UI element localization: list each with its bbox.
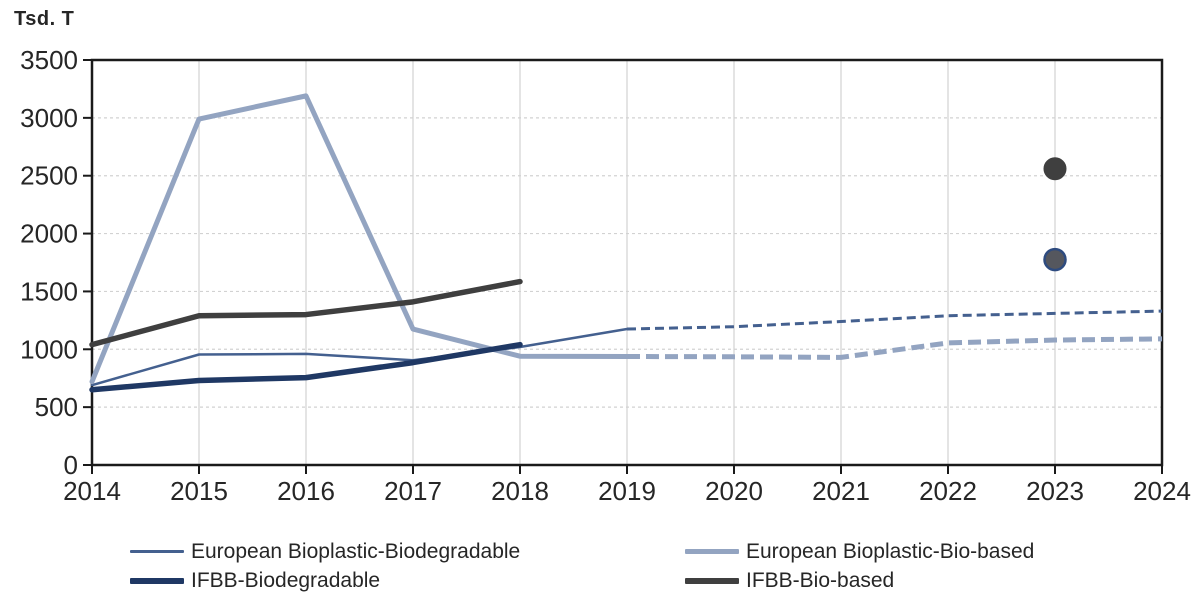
legend-swatch-european-bioplastic-bio-based bbox=[685, 549, 739, 554]
x-tick-label: 2014 bbox=[63, 476, 121, 506]
y-tick-label: 0 bbox=[64, 450, 78, 480]
legend-label: European Bioplastic-Biodegradable bbox=[191, 539, 521, 563]
x-tick-label: 2022 bbox=[919, 476, 977, 506]
y-tick-label: 3500 bbox=[20, 45, 78, 75]
x-tick-label: 2017 bbox=[384, 476, 442, 506]
legend-swatch-european-bioplastic-biodegradable bbox=[130, 550, 184, 553]
legend-item-ifbb-biodegradable: IFBB-Biodegradable bbox=[130, 567, 685, 594]
x-tick-label: 2016 bbox=[277, 476, 335, 506]
legend-item-european-bioplastic-bio-based: European Bioplastic-Bio-based bbox=[685, 538, 1034, 565]
x-tick-label: 2015 bbox=[170, 476, 228, 506]
x-tick-label: 2024 bbox=[1133, 476, 1191, 506]
legend-label: IFBB-Bio-based bbox=[746, 568, 895, 592]
y-tick-label: 2000 bbox=[20, 219, 78, 249]
legend-label: IFBB-Biodegradable bbox=[191, 568, 381, 592]
y-tick-label: 3000 bbox=[20, 103, 78, 133]
line-chart-plot: 0 500 1000 1500 2000 2500 3000 3500 2014 2015 2016… bbox=[20, 45, 1191, 506]
y-tick-label: 2500 bbox=[20, 161, 78, 191]
legend-label: European Bioplastic-Bio-based bbox=[746, 539, 1035, 563]
x-tick-label: 2020 bbox=[705, 476, 763, 506]
y-tick-label: 1000 bbox=[20, 334, 78, 364]
legend-swatch-ifbb-biodegradable bbox=[130, 577, 184, 584]
x-tick-label: 2023 bbox=[1026, 476, 1084, 506]
legend-swatch-ifbb-bio-based bbox=[685, 577, 739, 584]
y-tick-label: 500 bbox=[35, 392, 78, 422]
legend-item-ifbb-bio-based: IFBB-Bio-based bbox=[685, 567, 1034, 594]
forecast-dot-ifbb-biodegradable bbox=[1043, 247, 1067, 272]
x-tick-label: 2021 bbox=[812, 476, 870, 506]
series-line-european-bioplastic-bio-based bbox=[89, 93, 630, 385]
series-forecast-line-european-bioplastic-bio-based bbox=[626, 336, 1163, 360]
series-line-ifbb-bio-based bbox=[89, 278, 523, 348]
x-tick-label: 2019 bbox=[598, 476, 656, 506]
x-tick-label: 2018 bbox=[491, 476, 549, 506]
series-line-ifbb-biodegradable bbox=[89, 341, 523, 393]
forecast-dot-ifbb-bio-based bbox=[1043, 157, 1067, 181]
legend-item-european-bioplastic-biodegradable: European Bioplastic-Biodegradable bbox=[130, 538, 685, 565]
y-tick-label: 1500 bbox=[20, 276, 78, 306]
y-axis-title: Tsd. T bbox=[14, 8, 75, 30]
series-line-european-bioplastic-biodegradable bbox=[90, 327, 629, 387]
series-forecast-line-european-bioplastic-biodegradable bbox=[626, 309, 1163, 331]
chart-legend: European Bioplastic-Biodegradable Europea… bbox=[130, 538, 1034, 594]
